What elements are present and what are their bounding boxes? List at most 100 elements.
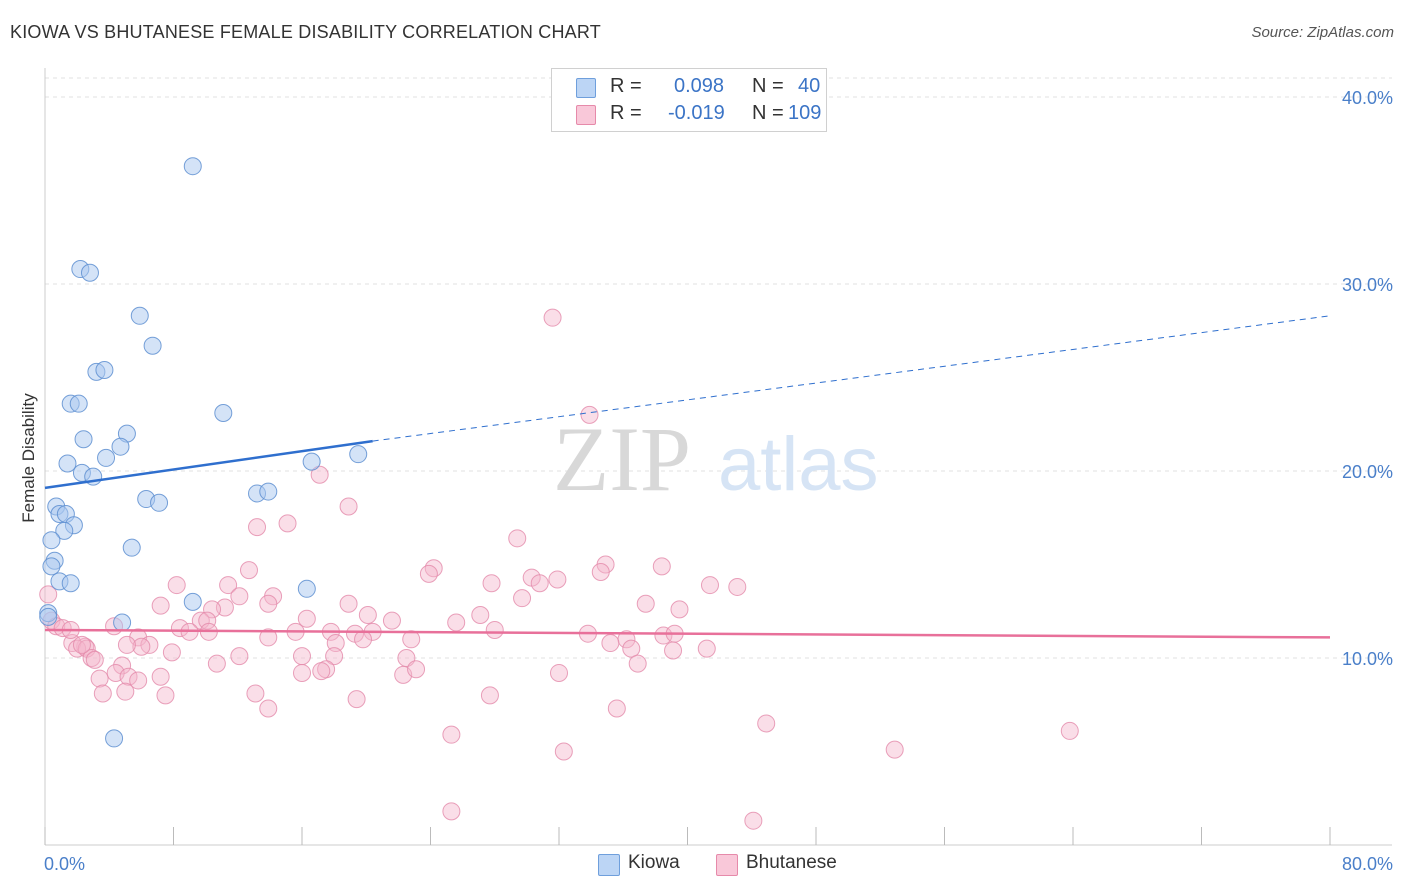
bhutanese-n-label: N = — [752, 102, 784, 124]
kiowa-point-14 — [58, 454, 77, 473]
x-tick-label-0: 0.0% — [44, 854, 85, 874]
kiowa-point-27 — [55, 521, 74, 540]
kiowa-point-20 — [150, 493, 169, 512]
bhutanese-point-34 — [198, 611, 217, 630]
bhutanese-point-0 — [543, 308, 562, 327]
bhutanese-point-6 — [508, 529, 527, 548]
bhutanese-point-90 — [246, 684, 265, 703]
kiowa-trend-extension — [372, 315, 1331, 442]
bhutanese-point-77 — [312, 662, 331, 681]
bhutanese-point-66 — [293, 647, 311, 666]
bhutanese-point-1 — [580, 405, 599, 424]
bhutanese-point-71 — [82, 649, 101, 667]
bhutanese-point-95 — [757, 714, 776, 733]
bhutanese-point-14 — [530, 574, 549, 593]
bhutanese-point-25 — [259, 594, 278, 613]
bhutanese-point-52 — [402, 630, 421, 649]
bhutanese-point-9 — [239, 561, 258, 580]
bhutanese-point-20 — [728, 577, 747, 596]
correlation-legend: R = 0.098 N = 40 R = -0.019 N = 109 — [551, 68, 827, 132]
bhutanese-point-89 — [156, 686, 175, 705]
kiowa-trend-line — [44, 439, 373, 490]
bhutanese-point-88 — [93, 684, 112, 703]
kiowa-point-2 — [80, 263, 99, 282]
y-tick-label-2: 30.0% — [1342, 275, 1393, 295]
bhutanese-point-107 — [447, 613, 466, 632]
bottom-bhutanese-swatch — [716, 854, 738, 876]
kiowa-series — [39, 157, 368, 748]
watermark: ZIP atlas — [553, 408, 879, 510]
x-tick-label-1: 80.0% — [1342, 854, 1393, 874]
bhutanese-point-65 — [230, 647, 249, 666]
bhutanese-point-5 — [248, 518, 267, 537]
kiowa-point-28 — [42, 531, 61, 550]
kiowa-point-10 — [74, 430, 93, 449]
kiowa-n-label: N = — [752, 75, 784, 97]
bhutanese-point-87 — [116, 682, 135, 701]
bhutanese-point-56 — [132, 637, 151, 656]
bhutanese-point-63 — [117, 635, 136, 654]
trend-lines — [44, 315, 1331, 639]
bhutanese-point-96 — [1060, 721, 1079, 740]
bhutanese-point-35 — [297, 609, 316, 628]
bhutanese-point-18 — [167, 576, 186, 595]
bhutanese-point-99 — [885, 740, 904, 759]
bhutanese-series — [39, 308, 1079, 830]
bhutanese-point-64 — [162, 643, 181, 662]
bhutanese-point-36 — [382, 611, 401, 630]
bhutanese-point-73 — [207, 654, 226, 673]
kiowa-point-12 — [111, 437, 130, 456]
bhutanese-point-92 — [347, 690, 366, 709]
bhutanese-point-24 — [151, 596, 170, 615]
bhutanese-point-105 — [72, 635, 91, 654]
y-tick-label-0: 10.0% — [1342, 649, 1393, 669]
bhutanese-n-value: 109 — [788, 102, 822, 124]
kiowa-point-22 — [259, 482, 278, 501]
bhutanese-point-62 — [622, 639, 641, 658]
bhutanese-point-22 — [513, 589, 532, 608]
bottom-bhutanese-label: Bhutanese — [746, 852, 837, 873]
kiowa-point-29 — [122, 538, 141, 557]
bhutanese-point-51 — [259, 628, 278, 647]
bhutanese-point-72 — [85, 650, 104, 669]
source-credit: Source: ZipAtlas.com — [1251, 24, 1394, 41]
axes — [44, 68, 1392, 846]
bhutanese-point-76 — [293, 663, 311, 682]
bhutanese-point-11 — [419, 564, 438, 583]
y-tick-label-1: 20.0% — [1342, 462, 1393, 482]
kiowa-point-39 — [39, 607, 58, 626]
bhutanese-point-57 — [326, 634, 345, 653]
bhutanese-point-17 — [482, 574, 501, 593]
kiowa-swatch — [576, 78, 596, 98]
bottom-kiowa-swatch — [598, 854, 620, 876]
bhutanese-point-101 — [744, 811, 763, 830]
bhutanese-point-81 — [119, 667, 138, 686]
bhutanese-point-94 — [607, 699, 626, 718]
bhutanese-point-10 — [424, 559, 443, 578]
bhutanese-point-32 — [358, 605, 377, 624]
bhutanese-point-48 — [654, 626, 673, 645]
kiowa-point-3 — [130, 306, 149, 325]
y-tick-label-3: 40.0% — [1342, 88, 1393, 108]
bhutanese-point-26 — [339, 594, 358, 613]
bhutanese-point-27 — [636, 594, 655, 613]
bhutanese-point-29 — [670, 600, 689, 619]
kiowa-point-37 — [113, 613, 132, 632]
bhutanese-point-30 — [203, 600, 222, 619]
bhutanese-point-31 — [471, 605, 490, 624]
bhutanese-point-54 — [601, 634, 620, 653]
bhutanese-point-82 — [129, 671, 148, 690]
bhutanese-point-86 — [151, 667, 170, 686]
bhutanese-point-50 — [129, 628, 148, 647]
bhutanese-point-67 — [325, 647, 344, 666]
bhutanese-point-91 — [480, 686, 499, 705]
bhutanese-point-3 — [339, 497, 358, 516]
watermark-zip: ZIP — [553, 408, 691, 510]
bottom-kiowa-label: Kiowa — [628, 852, 680, 873]
kiowa-point-9 — [214, 404, 233, 423]
bhutanese-point-69 — [664, 641, 683, 660]
kiowa-point-34 — [297, 579, 316, 598]
bhutanese-point-100 — [442, 802, 461, 821]
bhutanese-point-4 — [278, 514, 297, 533]
bhutanese-r-value: -0.019 — [668, 102, 725, 124]
